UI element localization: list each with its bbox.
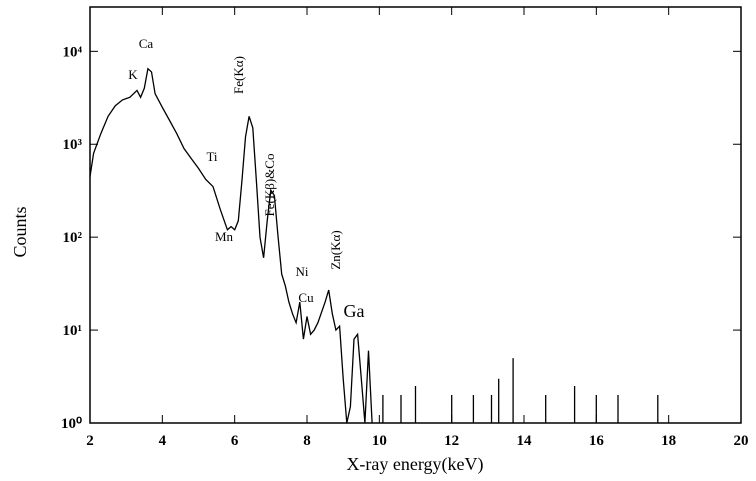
peak-annotation: Mn [215,229,234,244]
x-axis-label: X-ray energy(keV) [346,454,483,475]
y-tick-label: 10³ [63,137,83,153]
x-tick-label: 12 [444,433,459,449]
peak-annotation: K [128,67,138,82]
spectrum-line [89,67,659,424]
y-axis-label: Counts [10,206,30,257]
peak-annotation: Fe(Kα) [231,56,246,94]
peak-annotation: Cu [298,290,314,305]
x-tick-label: 14 [517,433,533,449]
peak-annotation: Ga [344,301,365,321]
y-tick-label: 10⁰ [61,416,82,432]
y-tick-label: 10¹ [63,323,83,339]
peak-annotation: Fe(Kβ)&Co [262,154,277,217]
x-tick-label: 2 [86,433,94,449]
x-tick-label: 6 [231,433,239,449]
x-tick-label: 8 [303,433,311,449]
x-tick-label: 18 [661,433,676,449]
x-tick-label: 20 [734,433,749,449]
peak-annotation: Ni [296,264,309,279]
x-tick-label: 16 [589,433,605,449]
peak-annotation: Zn(Kα) [328,230,343,269]
x-tick-label: 10 [372,433,387,449]
x-tick-label: 4 [159,433,167,449]
y-tick-label: 10⁴ [63,44,83,60]
peak-annotation: Ti [206,149,217,164]
peak-annotation: Ca [139,36,154,51]
plot-frame [89,6,742,424]
y-tick-label: 10² [63,230,83,246]
